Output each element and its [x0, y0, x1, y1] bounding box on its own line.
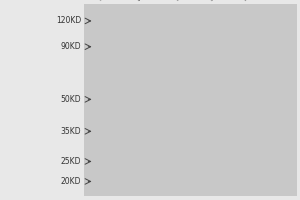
Text: 35KD: 35KD [60, 127, 81, 136]
Text: Heart: Heart [97, 0, 116, 2]
Bar [84, 4, 297, 196]
Text: 120KD: 120KD [56, 16, 81, 25]
Text: 20KD: 20KD [61, 177, 81, 186]
Text: Brain: Brain [173, 0, 191, 2]
Text: 90KD: 90KD [60, 42, 81, 51]
Text: Skeletal
muscle: Skeletal muscle [237, 0, 266, 2]
Text: 25KD: 25KD [61, 157, 81, 166]
Text: 50KD: 50KD [60, 95, 81, 104]
Text: Kidney: Kidney [208, 0, 229, 2]
Text: Lung: Lung [135, 0, 152, 2]
